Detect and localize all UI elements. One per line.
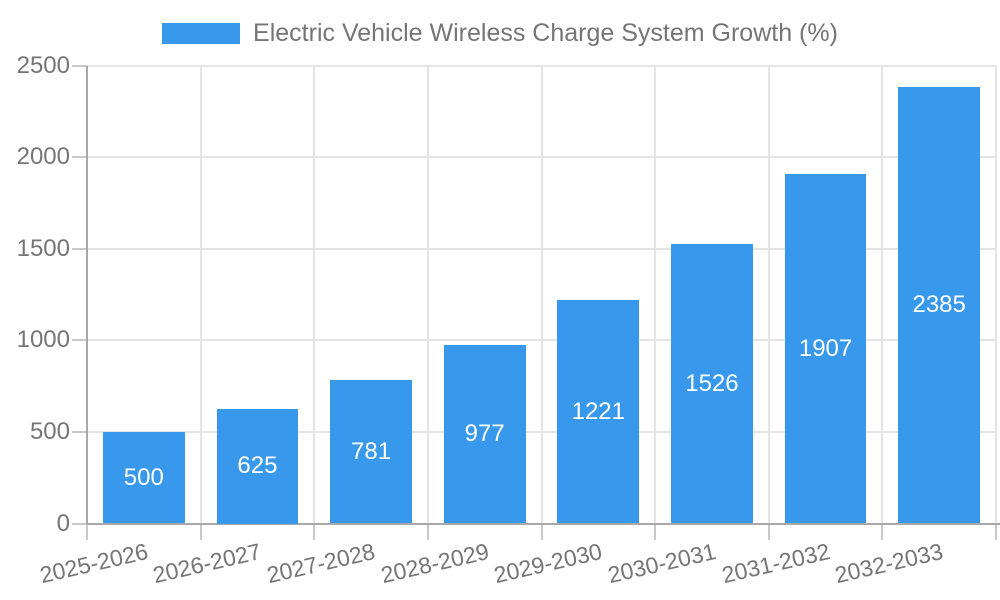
bar[interactable] xyxy=(784,174,867,524)
legend-swatch-icon xyxy=(162,22,241,44)
x-axis-tick xyxy=(767,523,770,540)
x-tick-label: 2029-2030 xyxy=(491,538,605,589)
legend[interactable]: Electric Vehicle Wireless Charge System … xyxy=(0,20,1000,46)
x-tick-label: 2032-2033 xyxy=(832,538,946,589)
gridline-vertical xyxy=(881,65,884,524)
bar-value-label: 500 xyxy=(123,463,164,491)
bar-value-label: 1907 xyxy=(798,334,853,362)
y-tick-label: 2000 xyxy=(16,143,70,171)
y-tick-label: 500 xyxy=(29,417,70,445)
bar-value-label: 2385 xyxy=(912,291,966,319)
y-axis-line xyxy=(86,65,88,524)
bar-value-label: 1221 xyxy=(571,397,625,425)
x-axis-tick xyxy=(313,523,316,540)
y-axis-tick xyxy=(72,64,87,67)
bar-value-label: 625 xyxy=(237,452,278,480)
x-tick-label: 2030-2031 xyxy=(605,538,719,589)
y-axis-tick xyxy=(72,522,87,525)
gridline-vertical xyxy=(426,65,429,524)
gridline-vertical xyxy=(767,65,770,524)
x-axis-tick xyxy=(881,523,884,540)
x-tick-label: 2028-2029 xyxy=(378,538,492,589)
bar[interactable] xyxy=(330,380,412,524)
y-tick-label: 0 xyxy=(56,509,70,537)
bar[interactable] xyxy=(443,344,526,524)
x-axis-tick xyxy=(995,523,997,540)
x-axis-line xyxy=(86,522,1000,525)
x-axis-tick xyxy=(426,523,429,540)
x-tick-label: 2031-2032 xyxy=(718,538,832,589)
y-axis-tick xyxy=(72,247,87,250)
bar[interactable] xyxy=(216,409,299,524)
bar[interactable] xyxy=(898,86,981,524)
y-tick-label: 1000 xyxy=(16,326,70,354)
bar[interactable] xyxy=(557,299,640,524)
y-axis-tick xyxy=(72,156,87,159)
bar-value-label: 781 xyxy=(351,437,392,465)
x-tick-label: 2027-2028 xyxy=(264,538,378,589)
x-tick-label: 2025-2026 xyxy=(37,538,151,589)
legend-label: Electric Vehicle Wireless Charge System … xyxy=(253,19,838,47)
gridline-vertical xyxy=(313,65,316,524)
bar[interactable] xyxy=(671,243,753,524)
bar-value-label: 977 xyxy=(464,420,505,447)
bar[interactable] xyxy=(102,431,185,524)
x-axis-tick xyxy=(540,523,543,540)
y-axis-tick xyxy=(72,339,87,342)
gridline-vertical xyxy=(654,65,657,524)
gridline-vertical xyxy=(995,65,997,524)
gridline-vertical xyxy=(540,65,543,524)
y-axis-tick xyxy=(72,430,87,433)
x-tick-label: 2026-2027 xyxy=(150,538,264,589)
x-axis-tick xyxy=(199,523,202,540)
x-axis-tick xyxy=(86,523,88,540)
bar-value-label: 1526 xyxy=(685,369,739,397)
gridline-vertical xyxy=(199,65,202,524)
x-axis-tick xyxy=(654,523,657,540)
y-tick-label: 2500 xyxy=(16,51,70,79)
y-tick-label: 1500 xyxy=(16,234,70,262)
